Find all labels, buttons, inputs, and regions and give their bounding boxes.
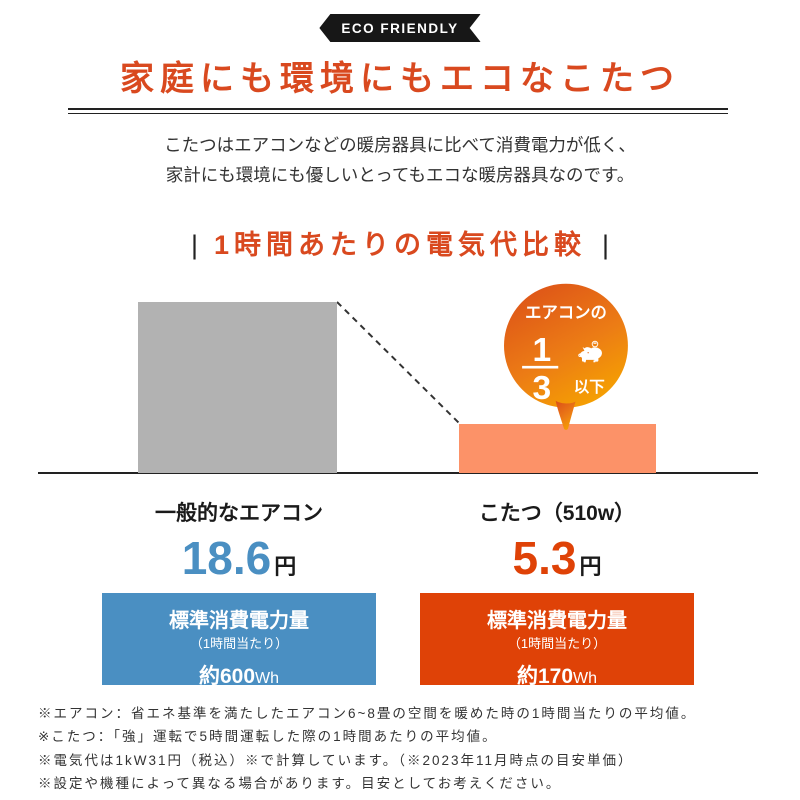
svg-text:3: 3: [533, 370, 552, 407]
svg-text:エアコンの: エアコンの: [525, 304, 607, 322]
svg-text:1: 1: [533, 332, 552, 369]
svg-text:以下: 以下: [574, 378, 605, 396]
